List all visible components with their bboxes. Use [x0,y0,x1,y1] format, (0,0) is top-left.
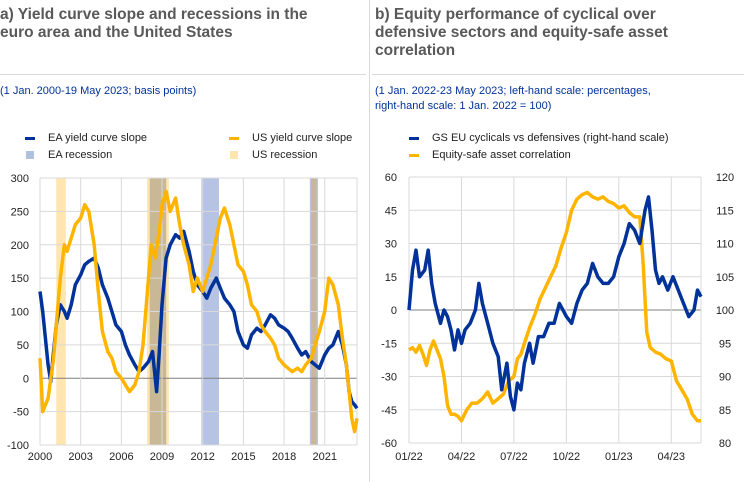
grid-b [408,176,702,444]
y-left-tick-label: -60 [381,438,397,450]
x-tick-label: 2003 [68,451,92,463]
panel-b-title-line3: correlation [375,42,456,59]
y-right-tick-label: 110 [716,239,734,251]
legend-label: US yield curve slope [252,132,353,144]
x-tick-label: 2018 [272,451,296,463]
legend-swatch-us-recession [230,151,238,159]
panel-b-title: b) Equity performance of cyclical over d… [375,6,668,60]
legend-item-ea-recession: EA recession [25,148,112,162]
series-line-ea-slope [38,229,359,410]
x-tick-label: 01/23 [605,451,633,463]
y-tick-label: 100 [11,307,29,319]
legend-swatch-gs-cyclicals [409,136,419,140]
panel-a-title-line1: a) Yield curve slope and recessions in t… [0,6,308,23]
panel-a-divider [0,74,366,75]
panel-a-title-line2: euro area and the United States [0,24,233,41]
x-tick-label: 2006 [109,451,133,463]
chart-a-yield-curve: -100 -50 0 50 100 150 200 250 300 2000 2003 2006 200… [7,173,359,463]
y-tick-label: -100 [7,440,29,452]
y-tick-label: 0 [23,373,29,385]
x-tick-label: 04/22 [448,451,476,463]
x-tick-label: 04/23 [658,451,686,463]
y-right-tick-label: 105 [716,272,734,284]
y-tick-label: 250 [11,206,29,218]
legend-label: GS EU cyclicals vs defensives (right-han… [432,132,669,144]
series-line-gs-cyclicals [407,195,703,412]
y-tick-label: 50 [17,340,29,352]
x-tick-label: 2015 [231,451,255,463]
x-tick-label: 2000 [28,451,52,463]
legend-item-us-slope: US yield curve slope [229,131,352,145]
y-left-tick-label: -45 [381,405,397,417]
y-left-tick-label: -15 [381,338,397,350]
y-left-tick-label: 45 [385,205,397,217]
panel-b-subtitle-line1: (1 Jan. 2022-23 May 2023; left-hand scal… [375,85,651,97]
legend-label: EA yield curve slope [48,132,148,144]
y-right-tick-label: 115 [716,205,734,217]
y-left-tick-label: 0 [391,305,397,317]
legend-swatch-ea-slope [25,136,35,140]
y-tick-label: 150 [11,273,29,285]
legend-item-us-recession: US recession [229,148,317,162]
panel-b-title-line1: b) Equity performance of cyclical over [375,6,656,23]
series-line-us-slope [38,189,359,434]
x-tick-label: 01/22 [395,451,423,463]
legend-swatch-correlation [409,153,419,157]
legend-item-correlation: Equity-safe asset correlation [409,148,571,162]
y-right-tick-label: 85 [719,405,731,417]
legend-label: US recession [252,149,318,161]
x-tick-label: 07/22 [500,451,528,463]
y-right-tick-label: 90 [719,372,731,384]
grid-a [39,177,358,446]
y-left-tick-label: 15 [385,272,397,284]
y-tick-label: 300 [11,173,29,185]
y-right-tick-label: 120 [716,172,734,184]
y-left-tick-label: 60 [385,172,397,184]
panel-b-subtitle-line2: right-hand scale: 1 Jan. 2022 = 100) [375,100,552,112]
y-tick-label: -50 [13,407,29,419]
legend-label: EA recession [48,149,113,161]
chart-b-equity-performance: -60 -45 -30 -15 0 15 30 45 60 80 85 90 95 100 105 110 11… [381,172,734,463]
panel-a-subtitle: (1 Jan. 2000-19 May 2023; basis points) [0,85,197,97]
panel-b-title-line2: defensive sectors and equity-safe asset [375,24,668,41]
legend-item-gs-cyclicals: GS EU cyclicals vs defensives (right-han… [409,131,669,145]
panel-a-title: a) Yield curve slope and recessions in t… [0,6,308,42]
x-tick-label: 2012 [190,451,214,463]
y-right-tick-label: 80 [719,438,731,450]
x-tick-label: 10/22 [553,451,581,463]
y-tick-label: 200 [11,240,29,252]
x-tick-label: 2021 [312,451,336,463]
x-tick-label: 2009 [150,451,174,463]
y-right-tick-label: 100 [716,305,734,317]
series-line-correlation [408,190,701,423]
legend-swatch-ea-recession [26,151,34,159]
y-left-tick-label: -30 [381,372,397,384]
legend-label: Equity-safe asset correlation [432,149,571,161]
y-left-tick-label: 30 [385,239,397,251]
legend-swatch-us-slope [229,136,239,140]
y-right-tick-label: 95 [719,338,731,350]
legend-item-ea-slope: EA yield curve slope [25,131,147,145]
panel-b-subtitle: (1 Jan. 2022-23 May 2023; left-hand scal… [375,84,651,114]
panel-b-divider [372,74,744,75]
panel-separator [369,0,370,482]
